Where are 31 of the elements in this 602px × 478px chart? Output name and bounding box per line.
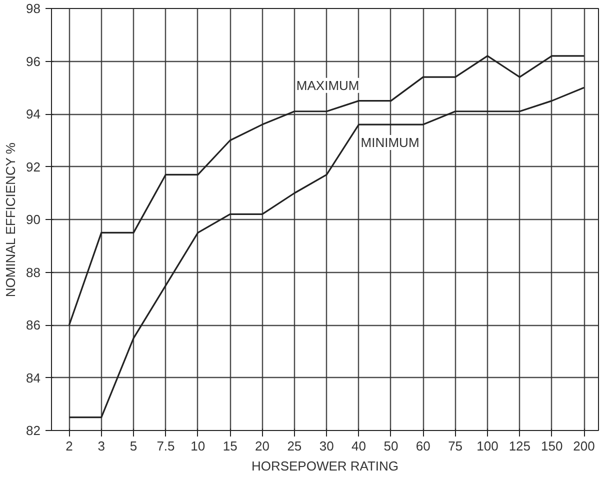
x-tick-label: 40 [352,438,366,454]
x-tick-label: 50 [384,438,398,454]
x-tick-label: 150 [541,438,563,454]
y-tick-label: 86 [26,318,41,332]
y-axis-title: NOMINAL EFFICIENCY % [3,142,18,298]
x-tick-label: 200 [573,438,595,454]
x-tick-label: 30 [319,438,334,454]
y-tick-label: 82 [26,423,41,438]
x-tick-label: 100 [476,438,498,454]
x-tick-label: 15 [222,438,238,454]
series-label: MAXIMUM [296,78,360,93]
x-tick-label: 3 [98,438,105,454]
x-tick-label: 7.5 [156,438,175,454]
y-tick-label: 92 [26,159,41,174]
y-tick-label: 84 [26,370,41,386]
y-tick-label: 88 [26,264,41,280]
x-tick-label: 20 [255,438,270,454]
x-tick-label: 2 [66,438,73,454]
y-tick-label: 96 [26,54,41,69]
line-series [68,55,585,326]
y-tick-label: 94 [26,106,41,122]
series-label: MINIMUM [360,135,420,150]
x-tick-label: 25 [287,438,302,454]
y-tick-label: 98 [26,1,41,16]
x-tick-label: 5 [130,438,138,454]
x-tick-label: 60 [416,438,430,454]
x-axis-title: HORSEPOWER RATING [251,458,399,474]
x-tick-label: 10 [190,438,206,454]
x-tick-label: 125 [508,438,531,454]
y-tick-label: 90 [26,212,41,227]
x-tick-label: 75 [448,438,463,454]
